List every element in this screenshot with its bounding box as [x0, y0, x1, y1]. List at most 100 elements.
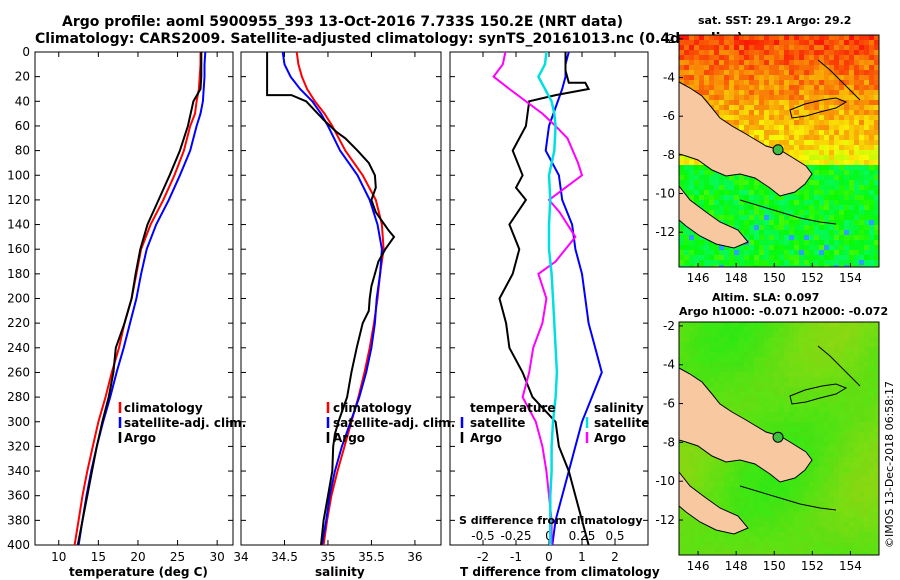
map-cell [839, 110, 844, 115]
map-cell [764, 337, 769, 342]
map-cell [864, 362, 869, 367]
map-cell [744, 412, 749, 417]
map-cell [809, 517, 814, 522]
map-cell [684, 185, 689, 190]
map-cell [869, 200, 874, 205]
map-cell [779, 100, 784, 105]
map-cell [779, 502, 784, 507]
map-cell [719, 50, 724, 55]
map-cell [754, 397, 759, 402]
legend-left-argo: Argo [470, 431, 502, 445]
map-cell [754, 95, 759, 100]
map-cell [694, 322, 699, 327]
map-cell [759, 497, 764, 502]
map-cell [679, 245, 684, 250]
map-cell [759, 337, 764, 342]
map-cell [819, 412, 824, 417]
map-cell [769, 502, 774, 507]
map-cell [689, 447, 694, 452]
map-cell [814, 542, 819, 547]
map-cell [734, 105, 739, 110]
map-cell [704, 347, 709, 352]
map-cell [834, 477, 839, 482]
map-cell [689, 347, 694, 352]
map-cell [789, 200, 794, 205]
map-cell [704, 50, 709, 55]
map-cell [864, 377, 869, 382]
map-cell [794, 542, 799, 547]
map-cell [699, 55, 704, 60]
map-cell [784, 502, 789, 507]
map-cell [829, 387, 834, 392]
map-cell [859, 55, 864, 60]
map-cell [864, 477, 869, 482]
map-cell [689, 175, 694, 180]
map-cell [864, 382, 869, 387]
map-cell [869, 65, 874, 70]
map-cell [869, 125, 874, 130]
map-cell [829, 547, 834, 552]
map-cell [869, 357, 874, 362]
map-cell [799, 547, 804, 552]
map-cell [824, 422, 829, 427]
map-cell [874, 347, 879, 352]
map-cell [734, 497, 739, 502]
depth-tick-label: 80 [15, 144, 30, 158]
map-cell [854, 45, 859, 50]
map-cell [759, 327, 764, 332]
map-cell [699, 35, 704, 40]
map-cell [769, 200, 774, 205]
map-cell [814, 80, 819, 85]
map-cell [794, 235, 799, 240]
temperature-satellite-line [77, 52, 207, 545]
map-cell [789, 255, 794, 260]
map-cell [729, 477, 734, 482]
map-cell [844, 185, 849, 190]
map-cell [769, 402, 774, 407]
map-cell [839, 487, 844, 492]
map-cell [869, 240, 874, 245]
map-cell [869, 205, 874, 210]
map-cell [734, 120, 739, 125]
map-cell [769, 357, 774, 362]
map-cell [859, 185, 864, 190]
map-cell [694, 250, 699, 255]
map-cell [739, 342, 744, 347]
map-cell [784, 215, 789, 220]
map-cell [754, 392, 759, 397]
map-cell [769, 412, 774, 417]
map-cell [814, 427, 819, 432]
map-cell [784, 195, 789, 200]
map-cell [874, 135, 879, 140]
map-cell [729, 110, 734, 115]
map-cell [809, 357, 814, 362]
map-cell [809, 105, 814, 110]
map-cell [869, 467, 874, 472]
map-cell [794, 70, 799, 75]
map-cell [834, 235, 839, 240]
map-cell [834, 110, 839, 115]
map-cell [809, 70, 814, 75]
map-cell [779, 542, 784, 547]
map-cell [804, 70, 809, 75]
map-cell [734, 65, 739, 70]
map-cell [809, 492, 814, 497]
map-cell [834, 487, 839, 492]
map-cell [829, 447, 834, 452]
map-cell [874, 215, 879, 220]
map-cell [734, 482, 739, 487]
map-cell [794, 200, 799, 205]
map-cell [694, 75, 699, 80]
map-cell [864, 250, 869, 255]
map-cell [779, 537, 784, 542]
map-cell [789, 260, 794, 265]
map-cell [759, 527, 764, 532]
map-cell [744, 392, 749, 397]
map-cell [874, 547, 879, 552]
map-cell [789, 70, 794, 75]
map-cell [794, 332, 799, 337]
map-cell [699, 50, 704, 55]
map-cell [694, 457, 699, 462]
map-cell [784, 322, 789, 327]
map-cell [834, 347, 839, 352]
